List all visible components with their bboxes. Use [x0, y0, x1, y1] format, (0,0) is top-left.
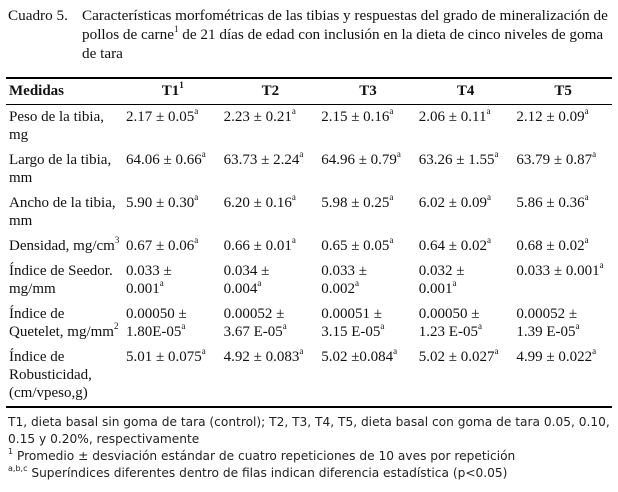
table-cell: 2.15 ± 0.16a — [321, 106, 394, 126]
table-row: Índice de Seedor. mg/mm 0.033 ±0.001a 0.03… — [6, 259, 612, 302]
header-treatment: T11 — [124, 77, 222, 105]
header-treatment: T5 — [514, 77, 612, 105]
header-treatment: T3 — [319, 77, 417, 105]
table-cell: 5.86 ± 0.36a — [516, 192, 589, 212]
table-cell: 2.12 ± 0.09a — [516, 106, 589, 126]
footnote-superscripts: a,b,c Superíndices diferentes dentro de … — [8, 463, 508, 480]
table-cell: 0.033 ±0.002a — [321, 263, 367, 297]
data-table: Medidas T11 T2 T3 T4 T5 Peso de la tibia, mg 2… — [6, 77, 612, 408]
table-row: Densidad, mg/cm3 0.67 ± 0.06a 0.66 ± 0.01a… — [6, 234, 612, 259]
table-cell: 0.00052 ±1.39 E-05a — [516, 306, 580, 340]
header-treatment: T2 — [221, 77, 320, 105]
table-cell: 63.79 ± 0.87a — [516, 149, 597, 169]
row-label: Índice de Quetelet, mg/mm2 — [9, 306, 119, 340]
footnote-treatments: T1, dieta basal sin goma de tara (contro… — [8, 415, 610, 446]
table-cell: 5.98 ± 0.25a — [321, 192, 394, 212]
caption-text: Características morfométricas de las tib… — [82, 7, 608, 62]
table-cell: 0.033 ± 0.001a — [516, 260, 604, 280]
table-body: Peso de la tibia, mg 2.17 ± 0.05a 2.23 ± 0… — [6, 105, 612, 408]
table-cell: 0.00052 ±3.67 E-05a — [223, 306, 287, 340]
row-label: Densidad, mg/cm3 — [9, 235, 120, 255]
table-cell: 0.034 ±0.004a — [223, 263, 270, 297]
row-label: Peso de la tibia, mg — [9, 109, 104, 143]
table-cell: 5.90 ± 0.30a — [126, 192, 199, 212]
footnote-mean-sd: 1 Promedio ± desviación estándar de cuat… — [8, 446, 516, 463]
table-row: Índice de Robusticidad, (cm/vpeso,g) 5.01… — [6, 345, 612, 408]
table-cell: 0.00051 ±3.15 E-05a — [321, 306, 385, 340]
table-header-row: Medidas T11 T2 T3 T4 T5 — [6, 77, 612, 105]
table-cell: 0.67 ± 0.06a — [126, 235, 199, 255]
row-label: Largo de la tibia, mm — [9, 152, 112, 186]
table-cell: 4.92 ± 0.083a — [221, 345, 320, 408]
caption-superscript: 1 — [173, 23, 179, 34]
table-cell: 2.06 ± 0.11a — [418, 106, 491, 126]
table-row: Peso de la tibia, mg 2.17 ± 0.05a 2.23 ± 0… — [6, 105, 612, 149]
table-cell: 0.033 ±0.001a — [126, 263, 172, 297]
table-row: Ancho de la tibia, mm 5.90 ± 0.30a 6.20 ± … — [6, 191, 612, 234]
table-cell: 5.01 ± 0.075a — [124, 345, 222, 408]
table-cell: 0.66 ± 0.01a — [223, 235, 296, 255]
row-label: Ancho de la tibia, mm — [9, 195, 116, 229]
table-row: Índice de Quetelet, mg/mm2 0.00050 ±1.80E… — [6, 302, 612, 345]
header-treatment: T4 — [416, 77, 515, 105]
table-cell: 63.73 ± 2.24a — [223, 149, 304, 169]
table-row: Largo de la tibia, mm 64.06 ± 0.66a 63.73 … — [6, 148, 612, 191]
table-cell: 5.02 ±0.084a — [319, 345, 417, 408]
table-cell: 64.06 ± 0.66a — [126, 149, 206, 169]
table-cell: 0.00050 ±1.80E-05a — [126, 306, 187, 340]
caption-label: Cuadro 5. — [8, 7, 68, 24]
table-cell: 0.68 ± 0.02a — [516, 235, 589, 255]
table-cell: 0.64 ± 0.02a — [418, 235, 492, 255]
table-cell: 6.20 ± 0.16a — [223, 192, 296, 212]
table-caption: Cuadro 5. Características morfométricas … — [8, 6, 612, 63]
table-cell: 6.02 ± 0.09a — [418, 192, 492, 212]
table-cell: 5.02 ± 0.027a — [416, 345, 515, 408]
table-cell: 0.00050 ±1.23 E-05a — [418, 306, 482, 340]
table-cell: 0.65 ± 0.05a — [321, 235, 394, 255]
header-measures: Medidas — [6, 77, 124, 105]
table-cell: 4.99 ± 0.022a — [514, 345, 612, 408]
table-cell: 63.26 ± 1.55a — [418, 149, 499, 169]
table-cell: 2.23 ± 0.21a — [223, 106, 296, 126]
row-label: Índice de Robusticidad, (cm/vpeso,g) — [6, 345, 124, 408]
table-cell: 2.17 ± 0.05a — [126, 106, 199, 126]
table-cell: 0.032 ±0.001a — [418, 263, 465, 297]
table-footnotes: T1, dieta basal sin goma de tara (contro… — [8, 414, 612, 482]
row-label: Índice de Seedor. mg/mm — [9, 263, 113, 297]
table-cell: 64.96 ± 0.79a — [321, 149, 401, 169]
